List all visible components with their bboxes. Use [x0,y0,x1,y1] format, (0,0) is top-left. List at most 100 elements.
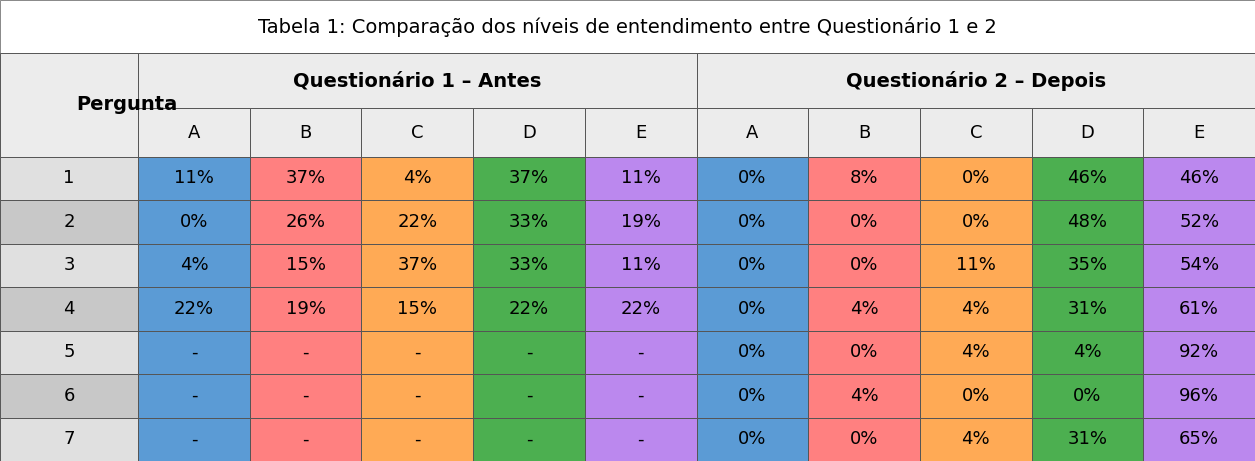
Text: 0%: 0% [1073,387,1102,405]
Text: 35%: 35% [1068,256,1107,274]
Bar [361,331,473,374]
Text: 0%: 0% [179,213,208,231]
Text: B: B [858,124,870,142]
Text: 46%: 46% [1068,170,1107,188]
Text: -: - [191,387,197,405]
Bar [808,244,920,287]
Bar [473,244,585,287]
Text: 5: 5 [63,343,75,361]
Bar [1143,244,1255,287]
Text: 4%: 4% [850,300,878,318]
Bar [250,244,361,287]
Bar [1032,200,1143,244]
Bar [138,108,250,157]
Bar [1143,418,1255,461]
Bar [361,374,473,418]
Bar [473,418,585,461]
Bar [138,53,697,108]
Bar [138,418,250,461]
Bar [1143,200,1255,244]
Text: 0%: 0% [738,430,767,448]
Bar [250,287,361,331]
Bar [1032,244,1143,287]
Text: 0%: 0% [738,300,767,318]
Text: 8%: 8% [850,170,878,188]
Bar [585,108,697,157]
Bar [808,200,920,244]
Bar [697,244,808,287]
Text: 0%: 0% [738,387,767,405]
Bar [697,157,808,200]
Text: 1: 1 [63,170,75,188]
Text: B: B [300,124,311,142]
Text: 11%: 11% [956,256,995,274]
Bar [0,331,138,374]
Text: 11%: 11% [621,170,660,188]
Bar [1032,418,1143,461]
Bar [808,157,920,200]
Bar [920,374,1032,418]
Text: 46%: 46% [1180,170,1219,188]
Bar [473,287,585,331]
Bar [697,200,808,244]
Text: 0%: 0% [961,387,990,405]
Bar [0,244,138,287]
Bar [920,331,1032,374]
Text: D: D [1081,124,1094,142]
Text: Tabela 1: Comparação dos níveis de entendimento entre Questionário 1 e 2: Tabela 1: Comparação dos níveis de enten… [259,17,996,36]
Text: 0%: 0% [961,170,990,188]
Text: 19%: 19% [286,300,325,318]
Bar [585,374,697,418]
Bar [808,287,920,331]
Bar [585,157,697,200]
Bar [585,418,697,461]
Bar [0,53,138,157]
Text: -: - [638,343,644,361]
Bar [361,200,473,244]
Bar [138,244,250,287]
Bar [138,287,250,331]
Text: 4%: 4% [179,256,208,274]
Text: 0%: 0% [850,256,878,274]
Bar [1143,108,1255,157]
Text: -: - [526,387,532,405]
Bar [138,331,250,374]
Text: -: - [414,430,420,448]
Bar [697,374,808,418]
Text: 31%: 31% [1068,430,1107,448]
Bar [1143,157,1255,200]
Bar [1143,331,1255,374]
Text: 52%: 52% [1180,213,1219,231]
Bar [473,200,585,244]
Bar [361,157,473,200]
Bar [0,418,138,461]
Text: -: - [414,343,420,361]
Text: 22%: 22% [510,300,548,318]
Bar [1032,108,1143,157]
Text: 22%: 22% [621,300,660,318]
Bar [250,374,361,418]
Bar [808,374,920,418]
Text: 2: 2 [63,213,75,231]
Bar [585,244,697,287]
Bar [250,157,361,200]
Text: -: - [302,430,309,448]
Text: 4%: 4% [1073,343,1102,361]
Text: E: E [1194,124,1205,142]
Bar [138,157,250,200]
Text: -: - [191,343,197,361]
Text: 0%: 0% [738,213,767,231]
Bar [585,287,697,331]
Bar [920,108,1032,157]
Text: 22%: 22% [174,300,213,318]
Text: 61%: 61% [1180,300,1219,318]
Text: 4%: 4% [961,430,990,448]
Text: A: A [188,124,200,142]
Text: 11%: 11% [174,170,213,188]
Text: -: - [414,387,420,405]
Bar [697,331,808,374]
Text: Pergunta: Pergunta [77,95,178,114]
Bar [473,157,585,200]
Text: -: - [526,343,532,361]
Bar [1143,287,1255,331]
